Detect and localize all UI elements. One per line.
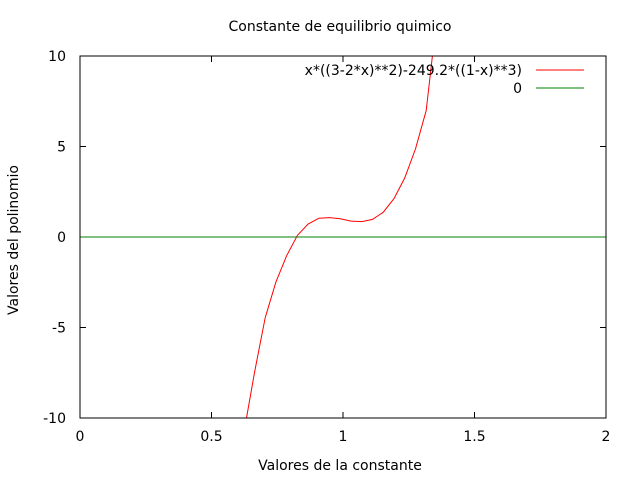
y-tick-label: 5 [57, 140, 66, 156]
x-tick-label: 0.5 [200, 429, 222, 445]
y-tick-label: 10 [48, 49, 66, 65]
legend: x*((3-2*x)**2)-249.2*((1-x)**3) 0 [305, 63, 584, 97]
chart-title: Constante de equilibrio quimico [229, 19, 452, 35]
legend-label-0: x*((3-2*x)**2)-249.2*((1-x)**3) [305, 63, 522, 79]
x-tick-label: 0 [76, 429, 85, 445]
y-tick-label: 0 [57, 230, 66, 246]
x-axis-label: Valores de la constante [258, 458, 422, 474]
series-line-0 [246, 55, 433, 419]
plot-frame [79, 55, 607, 419]
legend-label-1: 0 [513, 81, 522, 97]
y-tick-label: -5 [52, 321, 66, 337]
axis-ticks: 0 0.5 1 1.5 2 -10 -5 0 5 10 [43, 49, 610, 445]
x-tick-label: 1 [339, 429, 348, 445]
x-tick-label: 1.5 [463, 429, 485, 445]
y-axis-label: Valores del polinomio [6, 165, 22, 315]
plot-series [80, 55, 606, 419]
x-tick-label: 2 [602, 429, 611, 445]
y-tick-label: -10 [43, 411, 66, 427]
